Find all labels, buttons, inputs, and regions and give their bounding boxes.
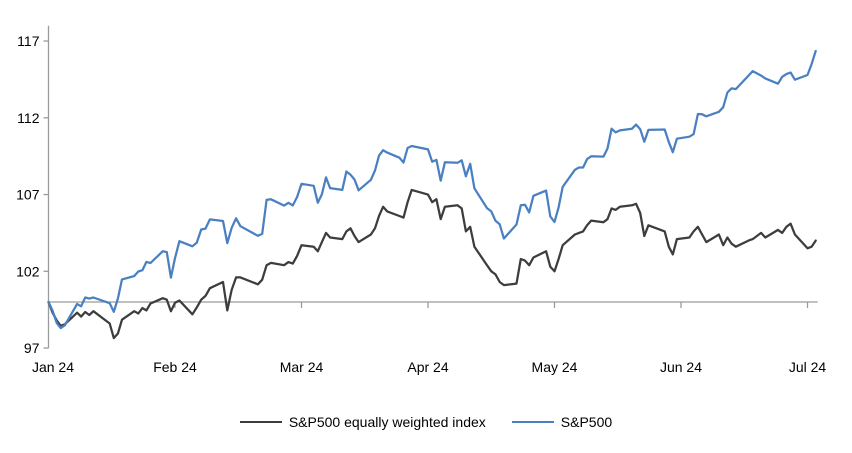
legend-label-equal-weight: S&P500 equally weighted index — [288, 414, 486, 430]
y-axis-tick-label: 102 — [16, 263, 40, 279]
chart-legend: S&P500 equally weighted index S&P500 — [0, 411, 852, 433]
x-axis-tick-label: Feb 24 — [153, 359, 197, 375]
sp500-series-line — [47, 49, 817, 330]
x-axis-tick-label: Apr 24 — [407, 359, 448, 375]
y-axis-tick-label: 97 — [24, 340, 40, 356]
legend-item-sp500: S&P500 — [511, 414, 613, 430]
legend-label-sp500: S&P500 — [560, 414, 613, 430]
x-axis-tick-label: Mar 24 — [280, 359, 324, 375]
y-axis-tick-label: 107 — [16, 187, 40, 203]
x-axis-tick-label: Jan 24 — [32, 359, 74, 375]
x-axis-tick-label: May 24 — [532, 359, 578, 375]
equal-weight-line-swatch — [239, 421, 282, 423]
x-axis-tick-label: Jun 24 — [660, 359, 702, 375]
y-axis-tick-label: 112 — [17, 110, 40, 126]
y-axis-tick-label: 117 — [17, 33, 40, 49]
equal-weight-series-line — [47, 188, 817, 340]
x-axis-tick-label: Jul 24 — [789, 359, 827, 375]
legend-item-equal-weight: S&P500 equally weighted index — [239, 414, 486, 430]
sp500-line-swatch — [511, 421, 554, 423]
